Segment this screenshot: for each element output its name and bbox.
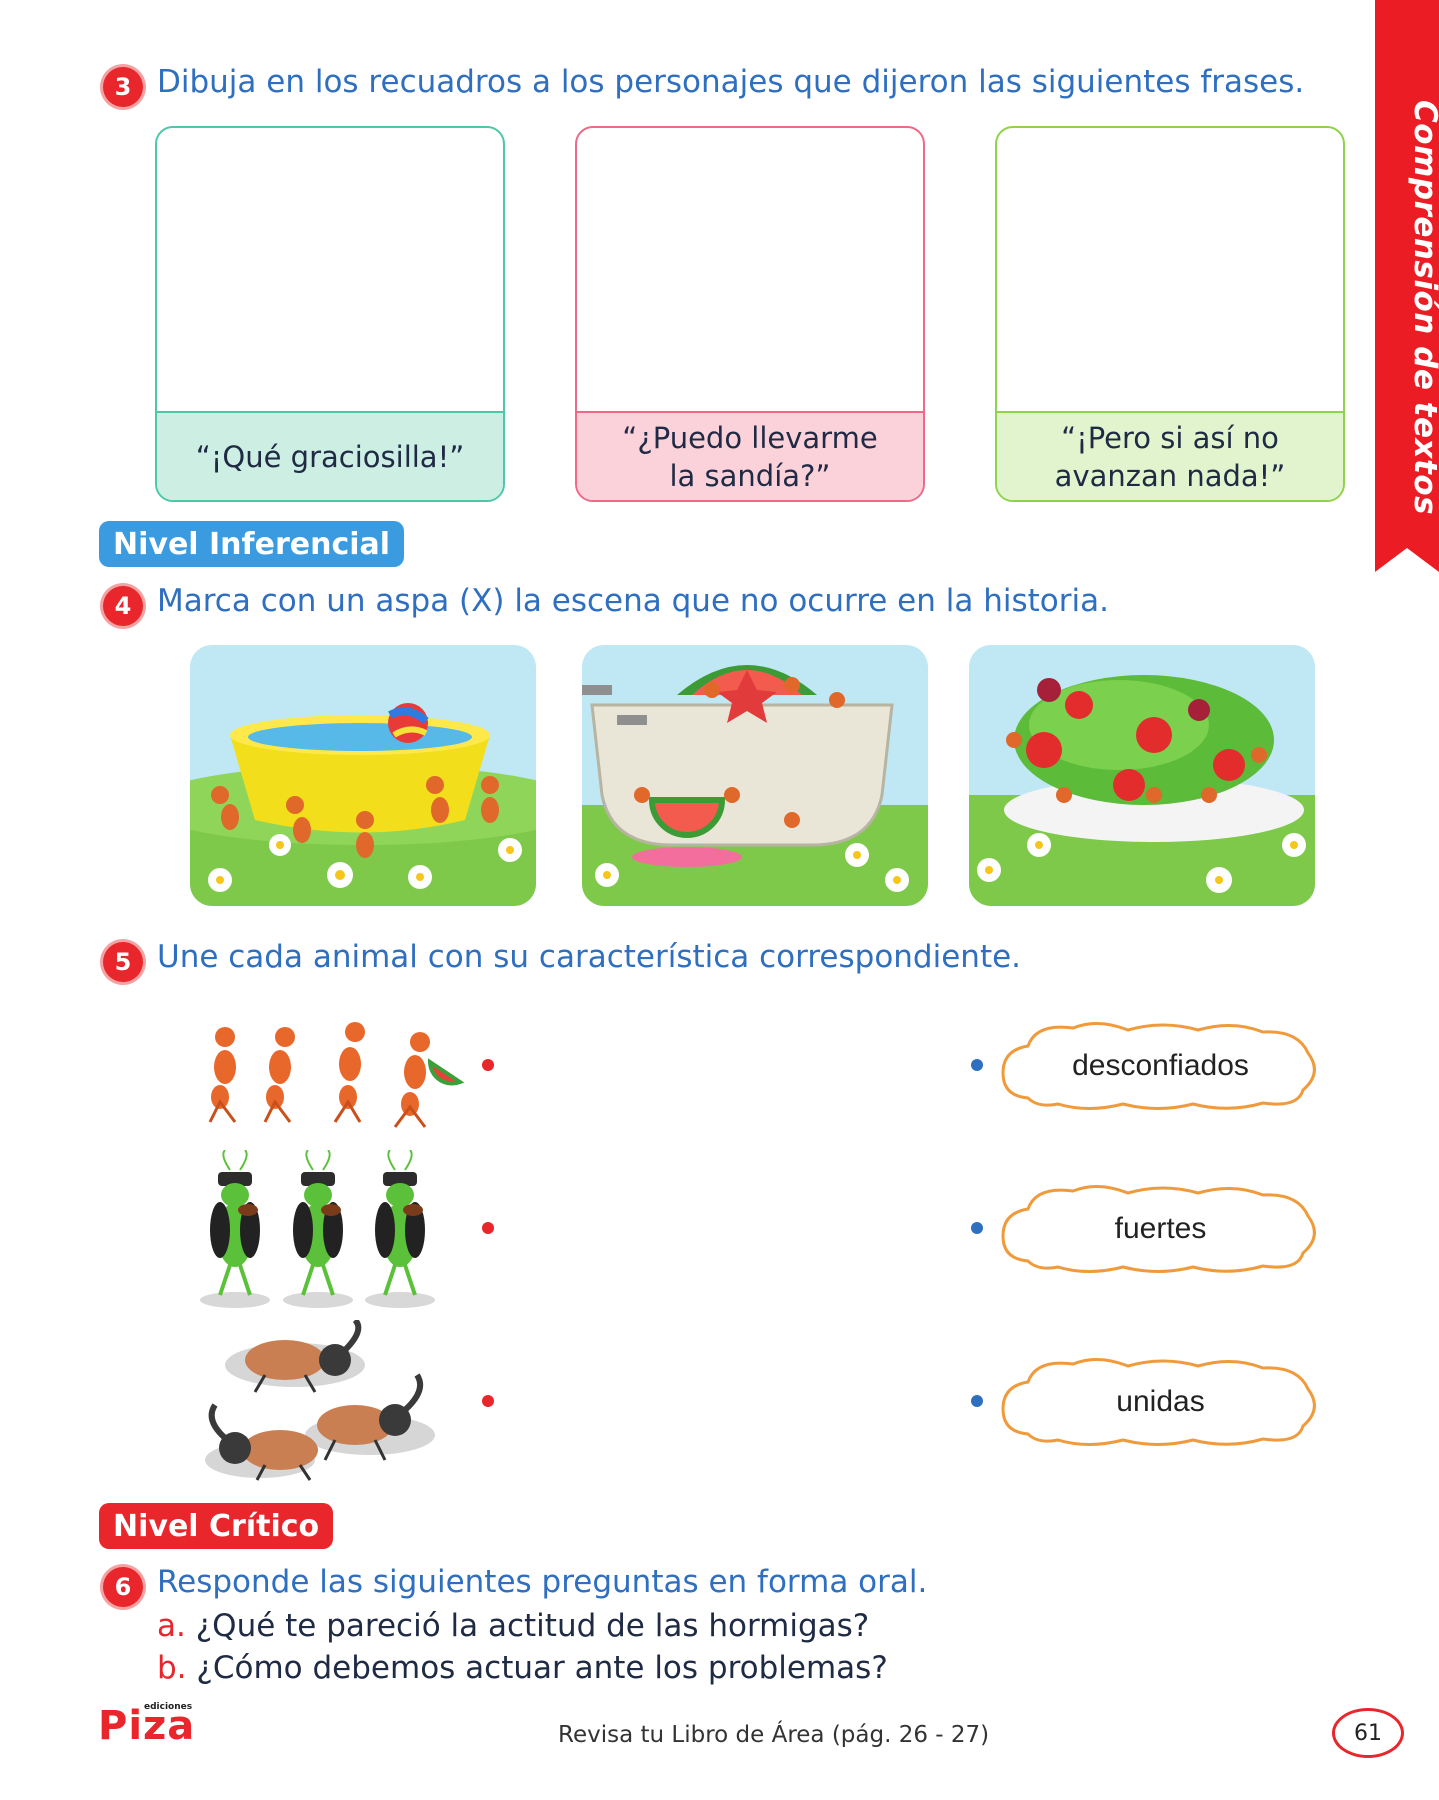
characteristic-cloud-2: fuertes	[998, 1181, 1323, 1277]
brand-name: Piza	[98, 1703, 196, 1749]
question-6a: a. ¿Qué te pareció la actitud de las hor…	[157, 1608, 869, 1644]
characteristic-label-1: desconfiados	[1072, 1049, 1249, 1082]
match-dot-right-1[interactable]	[971, 1059, 983, 1071]
question-6b: b. ¿Cómo debemos actuar ante los problem…	[157, 1650, 888, 1686]
drawing-area[interactable]	[997, 128, 1343, 411]
quote-caption: “¡Qué graciosilla!”	[157, 411, 503, 500]
book-reference: Revisa tu Libro de Área (pág. 26 - 27)	[558, 1722, 990, 1748]
question-number-4: 4	[103, 586, 143, 626]
characteristic-cloud-3: unidas	[998, 1354, 1323, 1450]
match-dot-right-3[interactable]	[971, 1395, 983, 1407]
brand-small: ediciones	[144, 1702, 193, 1712]
question-number-3: 3	[103, 67, 143, 107]
side-tab-label: Comprensión de textos	[1407, 100, 1439, 516]
question-letter: a.	[157, 1608, 186, 1644]
drawing-box-3[interactable]: “¡Pero si así no avanzan nada!”	[995, 126, 1345, 502]
question-letter: b.	[157, 1650, 187, 1686]
question-4-instruction: Marca con un aspa (X) la escena que no o…	[157, 583, 1109, 619]
question-6-instruction: Responde las siguientes preguntas en for…	[157, 1564, 928, 1600]
ants-group-icon	[208, 1022, 465, 1128]
match-dot-left-2[interactable]	[482, 1222, 494, 1234]
question-number-6: 6	[103, 1567, 143, 1607]
beetles-icon	[205, 1320, 435, 1481]
brand-logo: ediciones Piza	[98, 1702, 203, 1748]
scene-pool[interactable]	[190, 645, 536, 906]
match-dot-right-2[interactable]	[971, 1222, 983, 1234]
drawing-area[interactable]	[577, 128, 923, 411]
scene-salad[interactable]	[969, 645, 1315, 906]
match-dot-left-1[interactable]	[482, 1059, 494, 1071]
question-3-instruction: Dibuja en los recuadros a los personajes…	[157, 64, 1305, 100]
characteristic-cloud-1: desconfiados	[998, 1018, 1323, 1114]
characteristic-label-3: unidas	[1116, 1385, 1205, 1418]
scene-bathtub-watermelon[interactable]	[582, 645, 928, 906]
quote-caption: “¿Puedo llevarme la sandía?”	[577, 411, 923, 500]
question-text: ¿Cómo debemos actuar ante los problemas?	[196, 1650, 888, 1686]
side-tab-ribbon	[1375, 0, 1439, 572]
page-number: 61	[1332, 1708, 1404, 1758]
drawing-area[interactable]	[157, 128, 503, 411]
characteristic-label-2: fuertes	[1114, 1212, 1207, 1245]
quote-caption: “¡Pero si así no avanzan nada!”	[997, 411, 1343, 500]
level-critical-label: Nivel Crítico	[99, 1503, 334, 1549]
match-dot-left-3[interactable]	[482, 1395, 494, 1407]
question-5-instruction: Une cada animal con su característica co…	[157, 939, 1022, 975]
drawing-box-2[interactable]: “¿Puedo llevarme la sandía?”	[575, 126, 925, 502]
level-inferential-label: Nivel Inferencial	[99, 521, 405, 567]
question-number-5: 5	[103, 942, 143, 982]
drawing-box-1[interactable]: “¡Qué graciosilla!”	[155, 126, 505, 502]
crickets-violin-icon	[200, 1150, 435, 1308]
question-text: ¿Qué te pareció la actitud de las hormig…	[195, 1608, 870, 1644]
